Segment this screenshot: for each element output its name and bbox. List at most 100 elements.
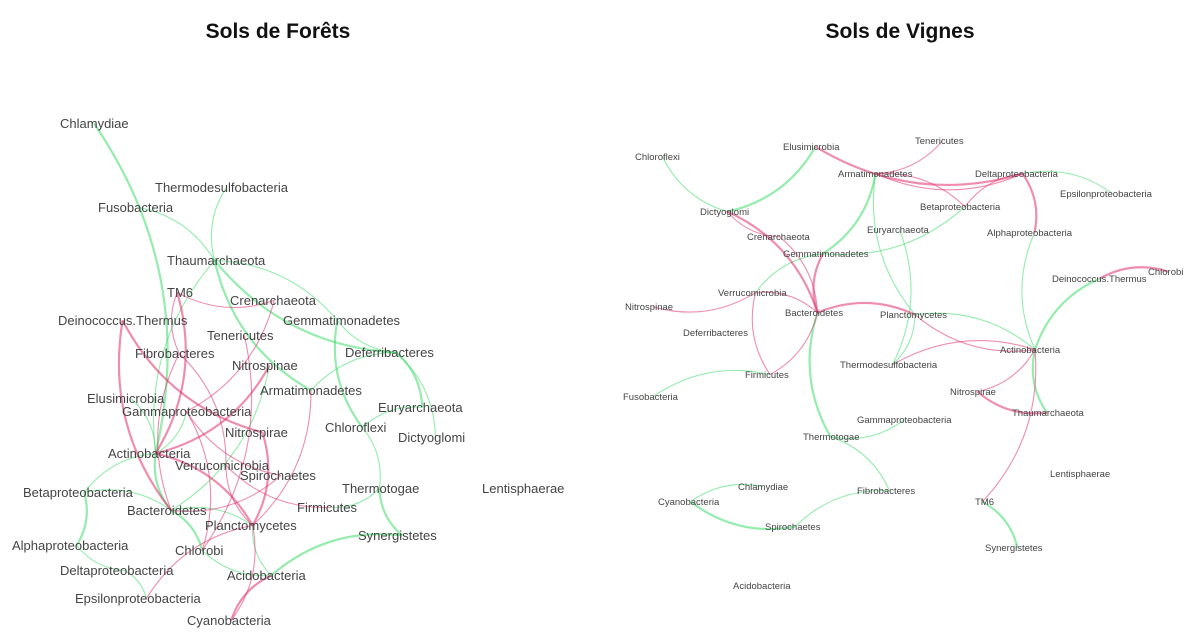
node-label: Synergistetes bbox=[358, 528, 437, 543]
edge bbox=[689, 500, 796, 531]
edge bbox=[230, 574, 272, 621]
node-label: TM6 bbox=[975, 497, 994, 508]
node-label: Alphaproteobacteria bbox=[12, 538, 129, 553]
node-label: Thaumarchaeota bbox=[1012, 408, 1085, 419]
edge bbox=[690, 483, 764, 503]
node-label: Acidobacteria bbox=[227, 568, 307, 583]
edge bbox=[124, 569, 147, 599]
edge bbox=[892, 340, 1036, 366]
edge bbox=[330, 488, 380, 509]
edge bbox=[822, 206, 966, 256]
node-label: Chlorobi bbox=[175, 543, 224, 558]
edge bbox=[751, 292, 771, 375]
node-label: Deinococcus.Thermus bbox=[1052, 274, 1147, 285]
node-label: Verrucomicrobia bbox=[718, 288, 787, 299]
edge bbox=[213, 259, 397, 354]
node-label: Spirochaetes bbox=[240, 468, 316, 483]
node-label: Gammaproteobacteria bbox=[122, 404, 252, 419]
edge bbox=[186, 300, 275, 412]
edge bbox=[755, 253, 824, 294]
node-label: Nitrospirae bbox=[950, 387, 996, 398]
edge bbox=[76, 545, 125, 571]
node-label: Elusimicrobia bbox=[783, 142, 840, 153]
node-label: Euryarchaeota bbox=[378, 400, 463, 415]
node-label: Elusimicrobia bbox=[87, 391, 165, 406]
edge bbox=[914, 312, 1036, 351]
edge bbox=[210, 187, 227, 261]
node-label: Planctomycetes bbox=[205, 518, 297, 533]
edge bbox=[1031, 349, 1048, 414]
edge bbox=[814, 145, 1023, 187]
edge bbox=[981, 500, 1019, 548]
edge bbox=[213, 260, 312, 392]
edge bbox=[130, 398, 157, 454]
edge bbox=[755, 291, 818, 314]
edge bbox=[976, 390, 1048, 415]
graph-title: Sols de Forêts bbox=[206, 20, 351, 43]
edge bbox=[1022, 170, 1113, 195]
edge bbox=[662, 156, 728, 213]
edges bbox=[652, 140, 1169, 548]
edge bbox=[157, 353, 180, 511]
node-label: Nitrospirae bbox=[225, 425, 288, 440]
node-label: Thermotogae bbox=[803, 432, 860, 443]
edge bbox=[252, 390, 312, 526]
edge bbox=[378, 488, 403, 537]
node-label: Tenericutes bbox=[915, 136, 964, 147]
node-label: Fibrobacteres bbox=[135, 346, 215, 361]
edge bbox=[1033, 277, 1100, 351]
edge bbox=[230, 525, 256, 621]
edge bbox=[892, 229, 912, 365]
node-label: Lentisphaerae bbox=[1050, 469, 1110, 480]
node-label: Armatimonadetes bbox=[838, 169, 913, 180]
edge bbox=[652, 369, 771, 398]
edge bbox=[93, 122, 169, 454]
edge bbox=[1021, 173, 1038, 233]
edge bbox=[652, 292, 756, 313]
graph-title: Sols de Vignes bbox=[826, 20, 975, 43]
edge bbox=[727, 210, 819, 314]
edge bbox=[727, 146, 817, 213]
edge bbox=[336, 320, 397, 353]
node-label: Epsilonproteobacteria bbox=[75, 591, 202, 606]
node-label: Nitrospinae bbox=[232, 358, 298, 373]
node-label: Fusobacteria bbox=[98, 200, 174, 215]
edge bbox=[362, 406, 423, 428]
node-label: Planctomycetes bbox=[880, 310, 947, 321]
edge bbox=[75, 492, 88, 547]
edge bbox=[977, 349, 1036, 393]
edge bbox=[251, 525, 272, 576]
node-label: Actinobacteria bbox=[1000, 345, 1061, 356]
edge bbox=[794, 489, 890, 528]
edge bbox=[186, 411, 212, 551]
node-label: Deltaproteobacteria bbox=[60, 563, 174, 578]
node-label: Deltaproteobacteria bbox=[975, 169, 1059, 180]
node-label: Betaproteobacteria bbox=[920, 202, 1001, 213]
node-label: Nitrospinae bbox=[625, 302, 673, 313]
edge bbox=[1098, 266, 1169, 280]
edge bbox=[155, 452, 254, 526]
node-label: Firmicutes bbox=[297, 500, 357, 515]
edge bbox=[170, 509, 204, 551]
edge bbox=[121, 319, 263, 434]
node-label: Deferribacteres bbox=[683, 328, 748, 339]
node-label: TM6 bbox=[167, 285, 193, 300]
edge bbox=[201, 335, 253, 551]
node-label: Spirochaetes bbox=[765, 522, 821, 533]
edge bbox=[170, 292, 180, 354]
node-label: Euryarchaeota bbox=[867, 225, 930, 236]
node-label: Alphaproteobacteria bbox=[987, 228, 1073, 239]
edge bbox=[83, 452, 156, 493]
node-label: Deferribacteres bbox=[345, 345, 434, 360]
node-label: Synergistetes bbox=[985, 543, 1043, 554]
node-label: Acidobacteria bbox=[733, 581, 791, 592]
forest-network: Sols de Forêts Chlamydiae Thermodesulfoba… bbox=[12, 20, 564, 628]
edge bbox=[145, 524, 253, 599]
node-label: Dictyoglomi bbox=[398, 430, 465, 445]
edge bbox=[892, 314, 916, 366]
node-label: Actinobacteria bbox=[108, 446, 191, 461]
edge bbox=[779, 236, 819, 313]
edge bbox=[727, 211, 780, 238]
node-label: Chlorobi bbox=[1148, 267, 1183, 278]
edge bbox=[84, 489, 172, 511]
